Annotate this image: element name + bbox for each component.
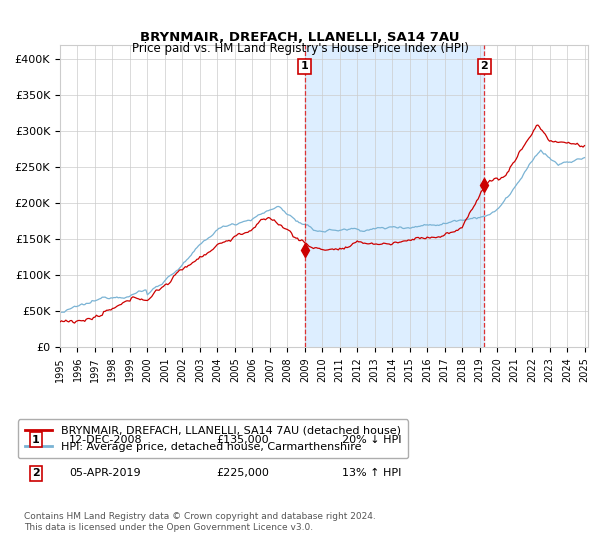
Text: BRYNMAIR, DREFACH, LLANELLI, SA14 7AU: BRYNMAIR, DREFACH, LLANELLI, SA14 7AU <box>140 31 460 44</box>
Text: £225,000: £225,000 <box>216 468 269 478</box>
Text: 2: 2 <box>32 468 40 478</box>
Text: 1: 1 <box>301 62 308 71</box>
Text: Contains HM Land Registry data © Crown copyright and database right 2024.
This d: Contains HM Land Registry data © Crown c… <box>24 512 376 532</box>
Text: 05-APR-2019: 05-APR-2019 <box>69 468 140 478</box>
Text: 13% ↑ HPI: 13% ↑ HPI <box>342 468 401 478</box>
Text: Price paid vs. HM Land Registry's House Price Index (HPI): Price paid vs. HM Land Registry's House … <box>131 42 469 55</box>
Text: 1: 1 <box>32 435 40 445</box>
Text: 20% ↓ HPI: 20% ↓ HPI <box>342 435 401 445</box>
Text: 2: 2 <box>481 62 488 71</box>
Legend: BRYNMAIR, DREFACH, LLANELLI, SA14 7AU (detached house), HPI: Average price, deta: BRYNMAIR, DREFACH, LLANELLI, SA14 7AU (d… <box>18 419 408 458</box>
Text: £135,000: £135,000 <box>216 435 269 445</box>
Text: 12-DEC-2008: 12-DEC-2008 <box>69 435 143 445</box>
Bar <box>305 45 484 347</box>
